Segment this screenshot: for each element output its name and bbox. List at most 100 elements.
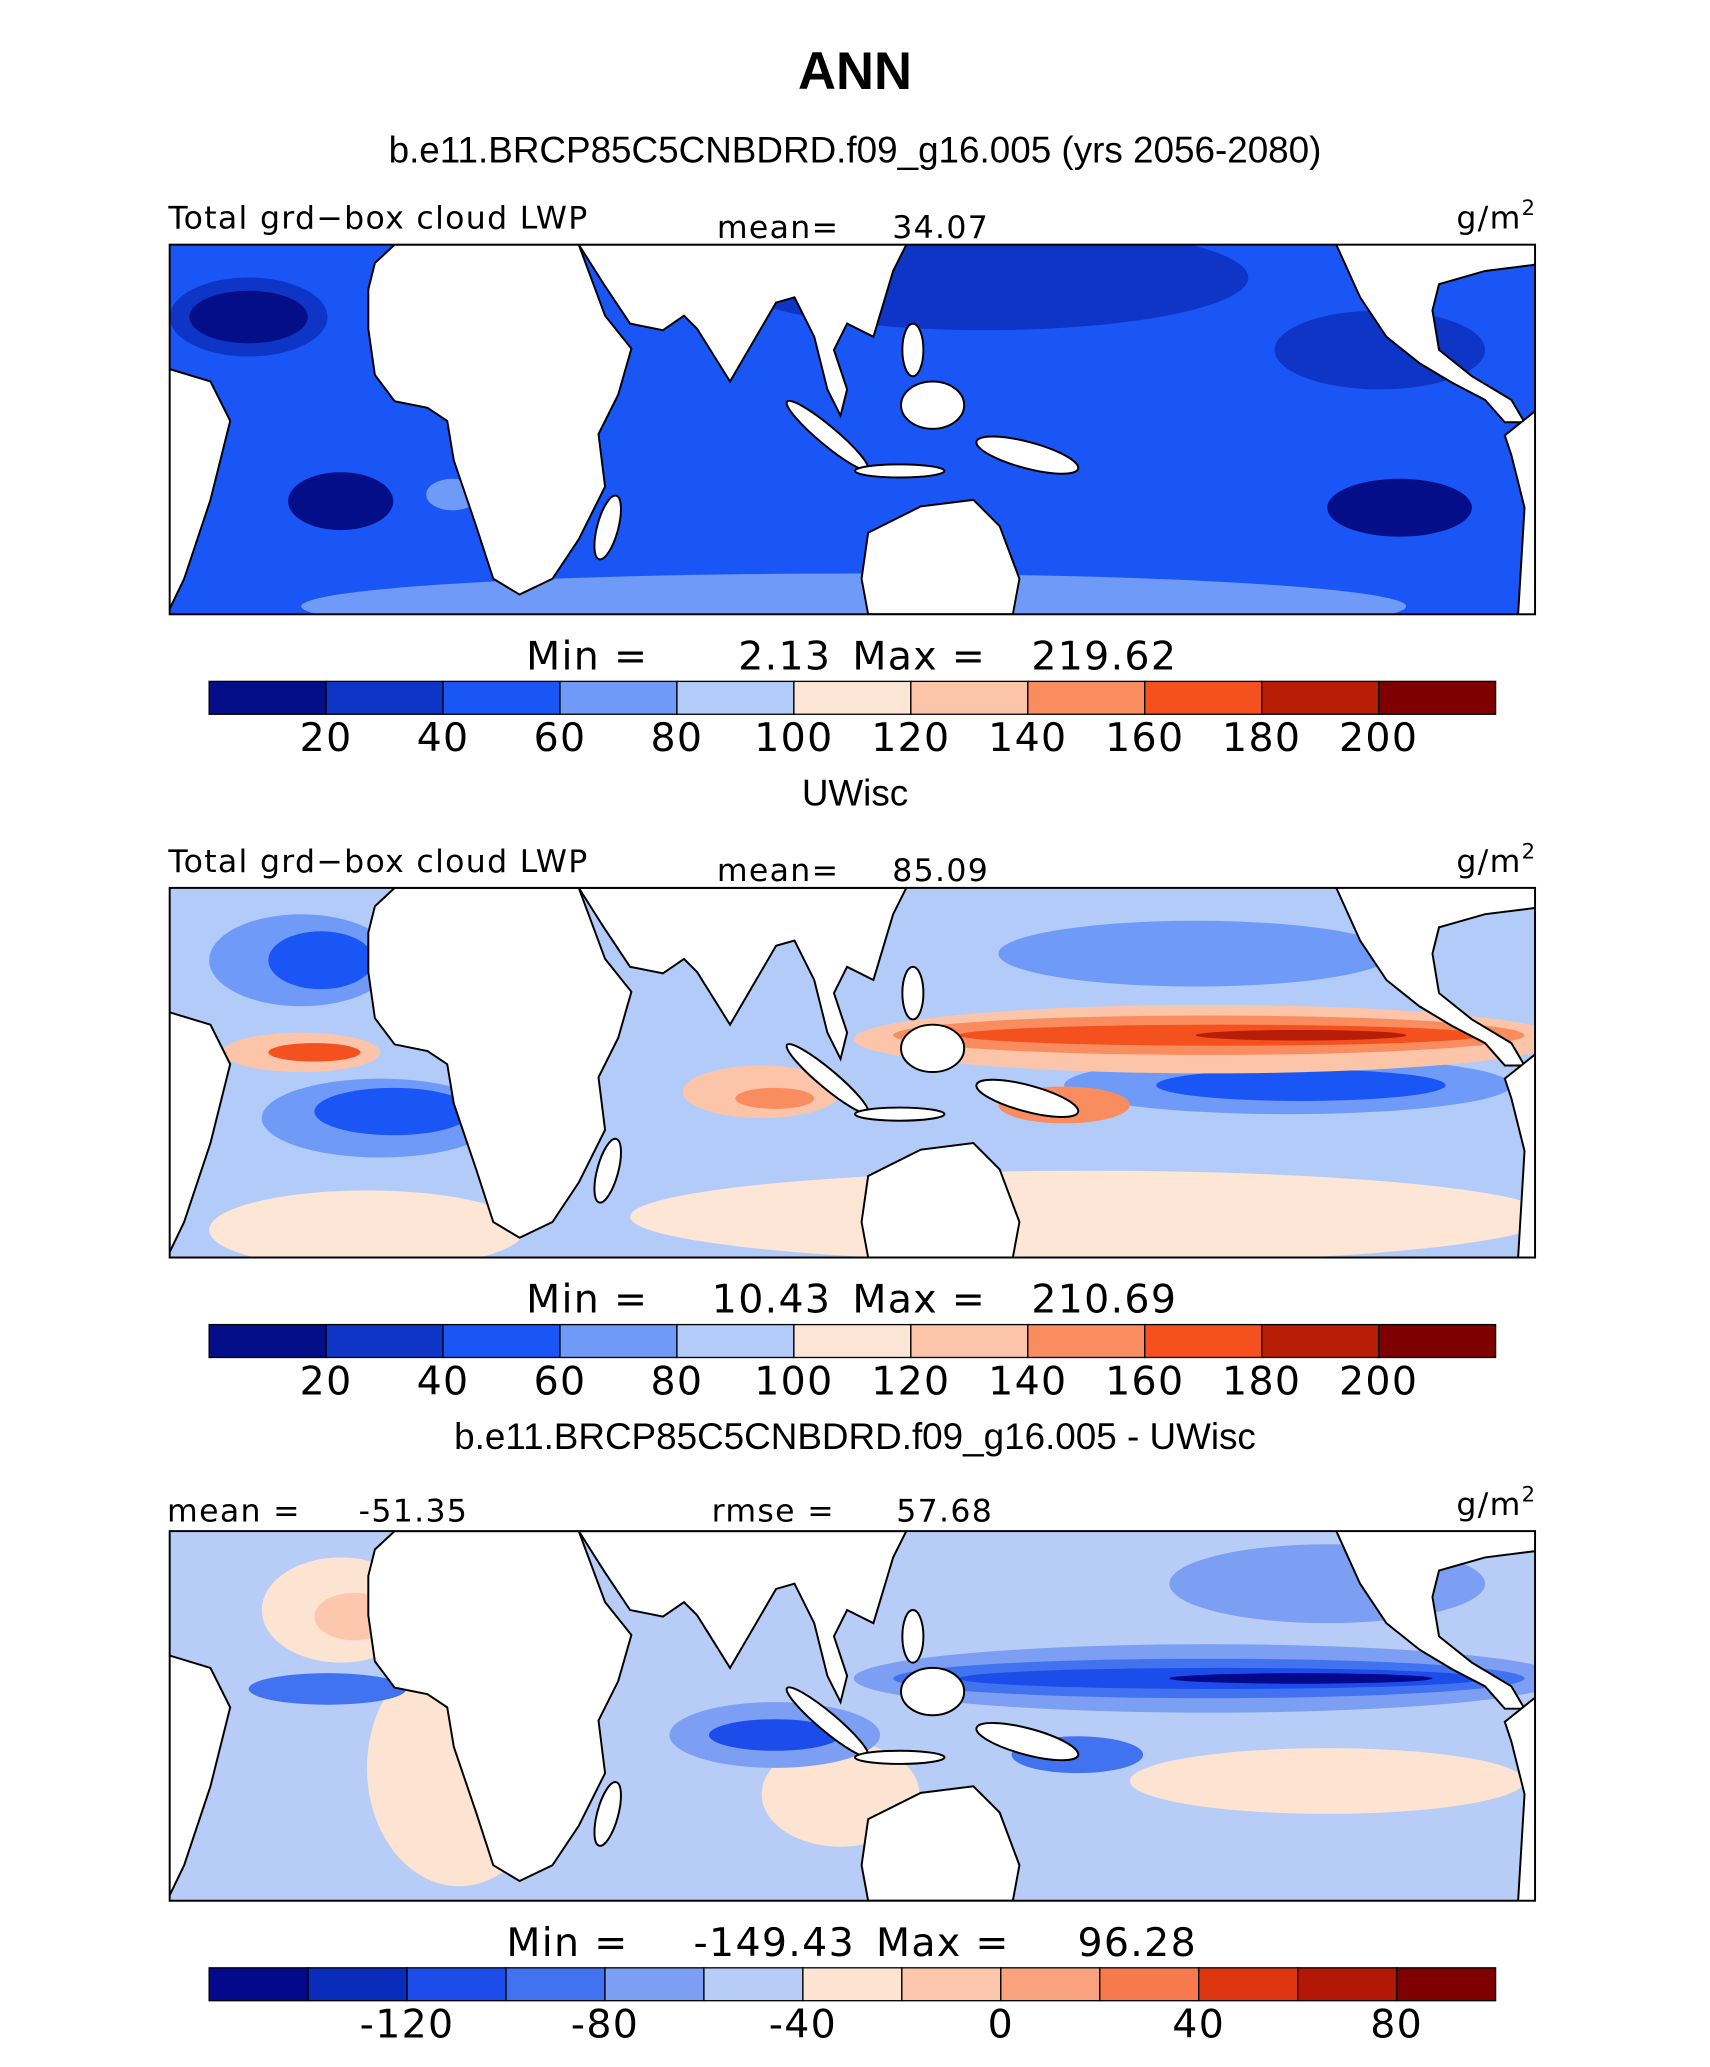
colorbar-box bbox=[208, 1967, 309, 2002]
colorbar-box bbox=[1144, 680, 1263, 715]
colorbar-tick-label: -80 bbox=[571, 2002, 639, 2048]
field-shade bbox=[735, 1087, 815, 1109]
max-label: Max = bbox=[852, 634, 986, 680]
colorbar-box bbox=[1261, 1323, 1380, 1359]
map-panel-3 bbox=[168, 1530, 1537, 1902]
mean-value: -51.35 bbox=[359, 1494, 469, 1530]
colorbar-tick-label: 120 bbox=[871, 715, 950, 761]
colorbar-box bbox=[901, 1967, 1002, 2002]
colorbar-box bbox=[406, 1967, 507, 2002]
field-shade bbox=[630, 1170, 1536, 1258]
max-value: 219.62 bbox=[1031, 634, 1177, 680]
figure-title: ANN bbox=[798, 42, 912, 101]
colorbar-tick-label: 200 bbox=[1339, 715, 1418, 761]
colorbar-box bbox=[1027, 1323, 1146, 1359]
map-panel-2 bbox=[168, 886, 1537, 1259]
colorbar-tick-label: 140 bbox=[988, 1358, 1067, 1404]
colorbar-tick-label: 160 bbox=[1105, 1358, 1184, 1404]
colorbar-tick-label: 60 bbox=[534, 1358, 587, 1404]
max-value: 210.69 bbox=[1031, 1277, 1177, 1323]
colorbar-box bbox=[1144, 1323, 1263, 1359]
panel-title: b.e11.BRCP85C5CNBDRD.f09_g16.005 - UWisc bbox=[454, 1416, 1256, 1457]
units-sup: 2 bbox=[1522, 1482, 1537, 1507]
max-label: Max = bbox=[852, 1277, 986, 1323]
colorbar-box bbox=[1395, 1967, 1497, 2002]
field-shade bbox=[209, 1190, 525, 1258]
max-value: 96.28 bbox=[1077, 1920, 1197, 1966]
colorbar-box bbox=[1377, 680, 1497, 715]
colorbar-box bbox=[802, 1967, 903, 2002]
colorbar-tick-label: 40 bbox=[417, 715, 470, 761]
map-panel-1 bbox=[168, 243, 1537, 616]
colorbar-box bbox=[1198, 1967, 1299, 2002]
field-shade bbox=[314, 1087, 473, 1136]
units-base: g/m bbox=[1456, 201, 1521, 237]
field-shade bbox=[1327, 478, 1472, 537]
colorbar-tick-label: 100 bbox=[754, 715, 833, 761]
units-base: g/m bbox=[1456, 1487, 1521, 1523]
units: g/m2 bbox=[1456, 1482, 1536, 1524]
units-base: g/m bbox=[1456, 844, 1521, 880]
colorbar-box bbox=[703, 1967, 804, 2002]
colorbar-tick-label: 80 bbox=[1370, 2002, 1423, 2048]
rmse-label: rmse = bbox=[712, 1494, 835, 1530]
field-shade bbox=[268, 931, 374, 990]
colorbar-box bbox=[910, 1323, 1029, 1359]
colorbar-box bbox=[208, 680, 327, 715]
panel-title: UWisc bbox=[802, 773, 908, 814]
field-shade bbox=[248, 1673, 407, 1705]
colorbar-tick-label: 60 bbox=[534, 715, 587, 761]
colorbar-box bbox=[442, 1323, 561, 1359]
colorbar-tick-label: 180 bbox=[1222, 715, 1301, 761]
colorbar-tick-label: 40 bbox=[1172, 2002, 1225, 2048]
mean-label: mean= bbox=[717, 210, 839, 246]
max-label: Max = bbox=[876, 1920, 1010, 1966]
colorbar-box bbox=[676, 1323, 795, 1359]
rmse-value: 57.68 bbox=[896, 1494, 993, 1530]
mean-label: mean= bbox=[717, 853, 839, 889]
colorbar-box bbox=[1297, 1967, 1398, 2002]
field-shade bbox=[998, 920, 1393, 987]
min-value: -149.43 bbox=[694, 1920, 856, 1966]
min-value: 10.43 bbox=[712, 1277, 832, 1323]
field-shade bbox=[1169, 1673, 1433, 1684]
map-frame bbox=[168, 886, 1537, 1259]
colorbar-box bbox=[1099, 1967, 1200, 2002]
colorbar-box bbox=[307, 1967, 408, 2002]
colorbar-tick-label: 120 bbox=[871, 1358, 950, 1404]
variable-label: Total grd−box cloud LWP bbox=[167, 844, 588, 880]
mean-value: 85.09 bbox=[892, 853, 989, 889]
colorbar-box bbox=[793, 680, 912, 715]
colorbar-box bbox=[559, 1323, 678, 1359]
field-shade bbox=[1195, 1029, 1407, 1041]
colorbar-box bbox=[1000, 1967, 1101, 2002]
panel-title: b.e11.BRCP85C5CNBDRD.f09_g16.005 (yrs 20… bbox=[389, 129, 1322, 170]
colorbar-box bbox=[325, 680, 444, 715]
min-label: Min = bbox=[526, 634, 648, 680]
map-frame bbox=[168, 243, 1537, 616]
colorbar-tick-label: 80 bbox=[651, 1358, 704, 1404]
colorbar-tick-label: 140 bbox=[988, 715, 1067, 761]
field-shade bbox=[288, 472, 394, 531]
colorbar-tick-label: 80 bbox=[651, 715, 704, 761]
min-value: 2.13 bbox=[738, 634, 831, 680]
units-sup: 2 bbox=[1522, 195, 1537, 220]
map-frame bbox=[168, 1530, 1537, 1902]
units-sup: 2 bbox=[1522, 838, 1537, 863]
colorbar-box bbox=[208, 1323, 327, 1359]
colorbar-box bbox=[1261, 680, 1380, 715]
colorbar-box bbox=[604, 1967, 705, 2002]
colorbar-tick-label: 0 bbox=[988, 2002, 1014, 2048]
field-shade bbox=[1156, 1069, 1446, 1101]
min-label: Min = bbox=[526, 1277, 648, 1323]
colorbar-tick-label: 160 bbox=[1105, 715, 1184, 761]
variable-label: Total grd−box cloud LWP bbox=[167, 201, 588, 237]
colorbar-tick-label: 180 bbox=[1222, 1358, 1301, 1404]
units: g/m2 bbox=[1456, 838, 1536, 880]
min-label: Min = bbox=[506, 1920, 628, 1966]
colorbar-tick-label: 200 bbox=[1339, 1358, 1418, 1404]
colorbar-box bbox=[793, 1323, 912, 1359]
